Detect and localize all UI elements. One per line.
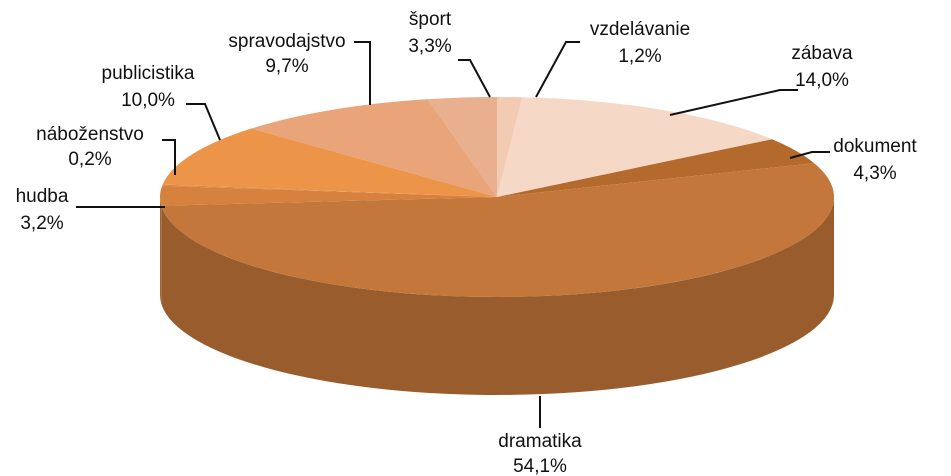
leader-line — [458, 59, 491, 98]
slice-side — [161, 197, 834, 395]
slice — [497, 97, 773, 197]
value-label: 0,2% — [68, 149, 111, 170]
slice — [497, 97, 523, 197]
category-label: hudba — [16, 186, 69, 207]
value-label: 14,0% — [795, 70, 849, 91]
slice — [427, 97, 497, 197]
category-label: spravodajstvo — [228, 31, 345, 52]
slice — [161, 163, 834, 297]
value-label: 4,3% — [853, 163, 896, 184]
category-label: dramatika — [498, 431, 582, 452]
value-label: 1,2% — [618, 46, 661, 67]
leader-line — [162, 139, 176, 175]
slice-side — [160, 197, 162, 304]
category-label: šport — [409, 9, 452, 30]
category-label: vzdelávanie — [590, 19, 690, 40]
category-label: náboženstvo — [36, 124, 144, 145]
leader-line — [789, 151, 830, 159]
leader-line — [354, 41, 371, 105]
leader-line — [535, 41, 580, 98]
slice — [160, 185, 497, 206]
category-label: dokument — [833, 136, 917, 157]
category-label: zábava — [791, 43, 853, 64]
value-label: 3,3% — [408, 36, 451, 57]
slice — [162, 184, 497, 197]
category-label: publicistika — [102, 63, 195, 84]
leader-line — [669, 89, 798, 116]
slice — [162, 128, 497, 197]
value-label: 54,1% — [513, 456, 567, 476]
slice — [251, 99, 497, 197]
value-label: 10,0% — [121, 90, 175, 111]
leader-line — [186, 103, 221, 141]
value-label: 3,2% — [20, 213, 63, 234]
slice — [497, 139, 815, 197]
value-label: 9,7% — [265, 56, 308, 77]
